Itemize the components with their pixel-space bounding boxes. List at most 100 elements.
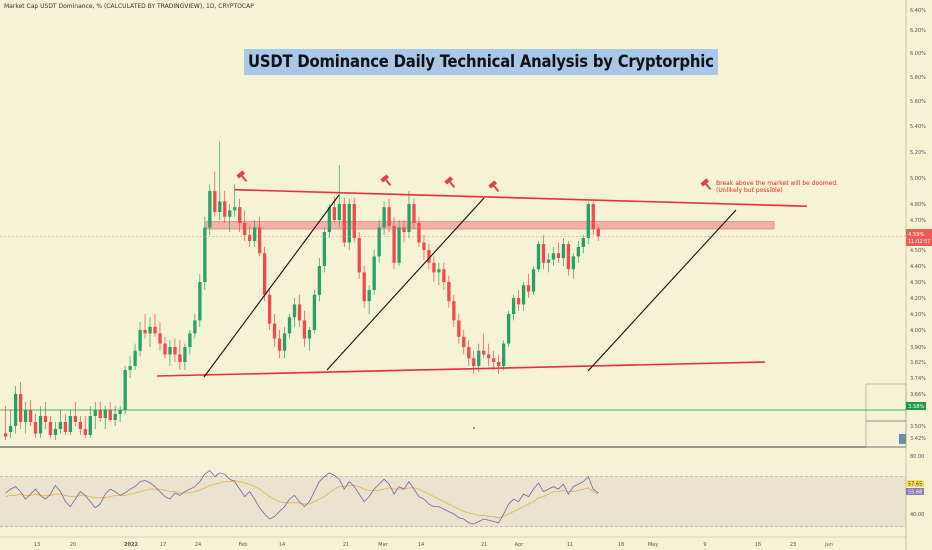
candle-body — [248, 235, 252, 241]
y-tick-label: 4.70% — [910, 218, 926, 224]
annotation-line-1: Break above the market will be doomed. — [716, 180, 839, 187]
y-tick-label: 6.20% — [910, 28, 926, 34]
hammer-handle — [385, 179, 392, 187]
y-tick-label: 5.40% — [910, 124, 926, 130]
x-tick-label: 13 — [34, 542, 40, 548]
candle-body — [536, 244, 541, 270]
candle-body — [516, 298, 521, 305]
candle-body — [262, 253, 267, 295]
candle-body — [292, 304, 297, 318]
candle-body — [183, 347, 187, 362]
ascending-trendline — [587, 209, 737, 372]
candle-body — [566, 244, 571, 270]
candle-body — [133, 350, 137, 366]
x-tick-label: Mar — [378, 542, 388, 548]
x-tick-label: 17 — [160, 542, 166, 548]
candle-body — [228, 210, 232, 217]
rsi-tag — [906, 488, 924, 495]
candle-body — [397, 227, 401, 263]
x-tick-label: 23 — [790, 542, 796, 548]
x-tick-label: 21 — [343, 542, 349, 548]
candle-body — [477, 350, 481, 366]
rsi-ma-line — [5, 479, 599, 519]
candle-body — [8, 426, 13, 432]
candle-body — [317, 266, 322, 295]
candle-body — [342, 204, 346, 243]
current-price-tag — [906, 229, 932, 246]
candle-body — [253, 227, 257, 241]
candle-body — [223, 201, 227, 217]
hammer-head — [488, 180, 497, 189]
scroll-button — [899, 434, 906, 444]
countdown-label: 11:02:57 — [908, 239, 930, 245]
candle-body — [53, 429, 58, 435]
candle-body — [148, 326, 152, 334]
x-tick-label: Feb — [239, 542, 248, 548]
candle-body — [257, 227, 262, 254]
candle-body — [347, 204, 351, 243]
symbol-header: Market Cap USDT Dominance, % (CALCULATED… — [4, 3, 254, 10]
candle-body — [332, 207, 336, 220]
candle-body — [472, 358, 476, 366]
candle-body — [467, 347, 471, 359]
x-tick-label: 20 — [70, 542, 76, 548]
x-tick-label: 9 — [703, 542, 706, 548]
candle-body — [98, 410, 102, 418]
candle-body — [571, 256, 576, 270]
hammer-head — [236, 170, 245, 179]
candle-body — [198, 282, 202, 321]
y-tick-label: 3.74% — [910, 376, 926, 382]
candle-body — [327, 207, 331, 232]
candle-body — [462, 336, 466, 347]
y-tick-label: 5.20% — [910, 150, 926, 156]
candle-body — [452, 301, 456, 321]
candle-body — [173, 347, 177, 355]
candle-body — [158, 333, 162, 344]
y-tick-label: 5.60% — [910, 99, 926, 105]
y-tick-label: 4.20% — [910, 296, 926, 302]
candle-body — [392, 226, 396, 263]
candle-body — [213, 191, 217, 212]
candle-body — [143, 330, 147, 334]
candle-body — [492, 358, 496, 362]
hammer-icon — [380, 174, 392, 187]
candle-body — [43, 416, 48, 422]
annotation-line-2: (Unlikely but possible) — [716, 187, 783, 194]
annotation-note: Break above the market will be doomed. (… — [716, 180, 838, 194]
candle-body — [267, 294, 272, 324]
x-tick-label: 14 — [418, 542, 424, 548]
level-tag — [906, 402, 926, 410]
candle-body — [203, 227, 207, 282]
hammer-handle — [449, 181, 456, 189]
rsi-band — [0, 476, 906, 527]
candle-body — [193, 320, 197, 334]
candle-body — [422, 242, 426, 250]
candle-body — [83, 429, 87, 435]
candle-body — [113, 414, 117, 420]
candle-body — [208, 191, 212, 228]
candle-body — [123, 370, 127, 410]
candle-body — [78, 422, 82, 429]
candle-body — [178, 354, 182, 362]
volume-profile-box — [865, 383, 907, 448]
x-tick-label: 21 — [481, 542, 487, 548]
resistance-trendline — [234, 188, 807, 207]
candle-body — [58, 422, 63, 429]
x-tick-label: 24 — [195, 542, 201, 548]
candle-body — [367, 290, 371, 302]
candle-body — [63, 422, 68, 432]
y-tick-label: 3.82% — [910, 360, 926, 366]
candle-body — [497, 362, 501, 366]
candle-body — [233, 207, 237, 211]
candle-body — [531, 269, 536, 292]
candle-body — [506, 314, 511, 344]
hammer-icon — [236, 170, 248, 183]
x-tick-label: Apr — [515, 542, 525, 548]
hammer-handle — [493, 185, 500, 193]
ascending-trendline — [326, 197, 485, 371]
y-tick-label: 4.10% — [910, 312, 926, 318]
candle-body — [108, 410, 112, 420]
x-tick-label: 2022 — [124, 542, 138, 548]
